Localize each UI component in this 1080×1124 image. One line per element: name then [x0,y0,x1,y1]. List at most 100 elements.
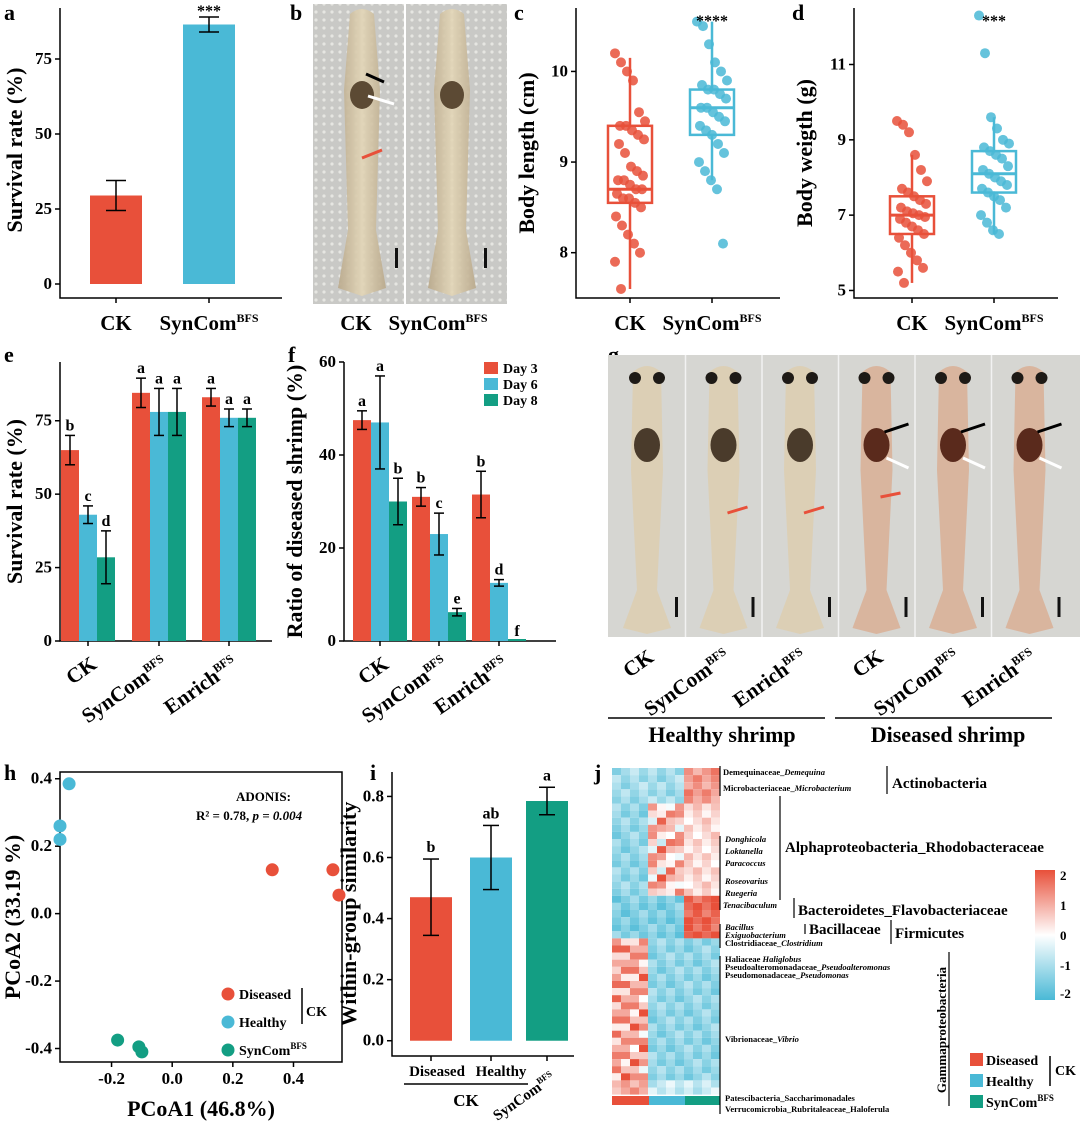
heatmap-cell [621,874,630,882]
legend-label: Day 3 [503,362,538,377]
heatmap-cell [711,824,720,832]
heatmap-cell [666,1044,675,1052]
heatmap-cell [639,768,648,776]
bar-day3 [353,420,371,641]
heatmap-cell [648,959,657,967]
white-arrow-icon [885,456,910,470]
heatmap-cell [711,1087,720,1095]
data-point [893,266,903,277]
heatmap-cell [702,1023,711,1031]
heatmap-cell [702,1037,711,1045]
heatmap-cell [612,810,621,818]
heatmap-cell [657,768,666,776]
axis-lines [575,8,780,299]
heatmap-cell [630,981,639,989]
heatmap-cell [621,1044,630,1052]
white-arrow-icon [367,94,395,106]
heatmap-cell [675,1066,684,1074]
taxon-label: Paracoccus [725,858,766,868]
heatmap-cell [675,810,684,818]
bar-day3 [61,450,79,641]
heatmap-cell [666,895,675,903]
heatmap-cell [693,917,702,925]
heatmap-cell [648,1059,657,1067]
heatmap-cell [666,1016,675,1024]
heatmap-cell [684,1080,693,1088]
panel-label-i: i [370,760,376,785]
hepatopancreas [634,428,660,462]
heatmap-cell [639,860,648,868]
data-point [707,129,717,140]
heatmap-cell [693,1059,702,1067]
x-category-label: SynComBFS [662,311,761,335]
heatmap-cell [684,1044,693,1052]
significance-letter: e [453,590,460,607]
heatmap-cell [666,988,675,996]
significance-letter: a [243,391,251,408]
heatmap-cell [684,888,693,896]
heatmap-cell [666,881,675,889]
heatmap-cell [684,1066,693,1074]
hepatopancreas [710,428,737,462]
significance-label: *** [197,3,221,20]
heatmap-cell [648,952,657,960]
heatmap-cell [693,924,702,932]
group-label-healthy: Healthy shrimp [648,722,795,747]
heatmap-cell [693,910,702,918]
legend-label-diseased: Diseased [986,1054,1038,1069]
heatmap-cell [657,895,666,903]
y-axis-label: Survival rate (%) [2,419,27,584]
heatmap-cell [639,945,648,953]
heatmap-cell [612,782,621,790]
significance-letter: b [477,453,486,470]
heatmap-cell [666,853,675,861]
heatmap-cell [702,931,711,939]
x-tick-label: 0.0 [162,1069,183,1088]
heatmap-cell [711,860,720,868]
heatmap-cell [630,1023,639,1031]
heatmap-cell [630,1016,639,1024]
heatmap-cell [612,1002,621,1010]
heatmap-cell [675,917,684,925]
scale-bar [904,597,908,617]
heatmap-cell [657,1080,666,1088]
group-label: Alphaproteobacteria_Rhodobacteraceae [785,840,1044,856]
heatmap-cell [639,966,648,974]
heatmap-cell [693,817,702,825]
heatmap-cell [711,1052,720,1060]
scale-bar [395,248,398,268]
heatmap-cell [648,1087,657,1095]
heatmap-cell [684,775,693,783]
y-tick-label: 20 [319,538,336,557]
heatmap-cell [702,1066,711,1074]
heatmap-cell [630,952,639,960]
heatmap-cell [630,924,639,932]
heatmap-cell [657,966,666,974]
heatmap-cell [621,782,630,790]
group-bar-diseased [612,1096,649,1105]
heatmap-cell [639,952,648,960]
red-arrow-icon [803,505,825,515]
heatmap-cell [666,1009,675,1017]
heatmap-cell [648,796,657,804]
y-tick-label: 0.6 [363,848,384,867]
heatmap-cell [648,803,657,811]
shrimp-photo-diseased-0 [837,355,910,637]
heatmap-cell [648,1044,657,1052]
heatmap-cell [612,796,621,804]
heatmap-cell [648,1052,657,1060]
heatmap-cell [711,839,720,847]
heatmap-cell [612,1087,621,1095]
data-point [611,211,621,222]
heatmap-cell [657,1052,666,1060]
heatmap-cell [711,988,720,996]
heatmap-cell [666,981,675,989]
heatmap-cell [684,1087,693,1095]
data-point [637,184,647,195]
heatmap-cell [693,1030,702,1038]
data-point [976,210,986,221]
panel-g-label: CK [848,644,888,682]
heatmap-cell [630,1073,639,1081]
heatmap-cell [621,895,630,903]
adonis-title: ADONIS: [236,789,291,804]
